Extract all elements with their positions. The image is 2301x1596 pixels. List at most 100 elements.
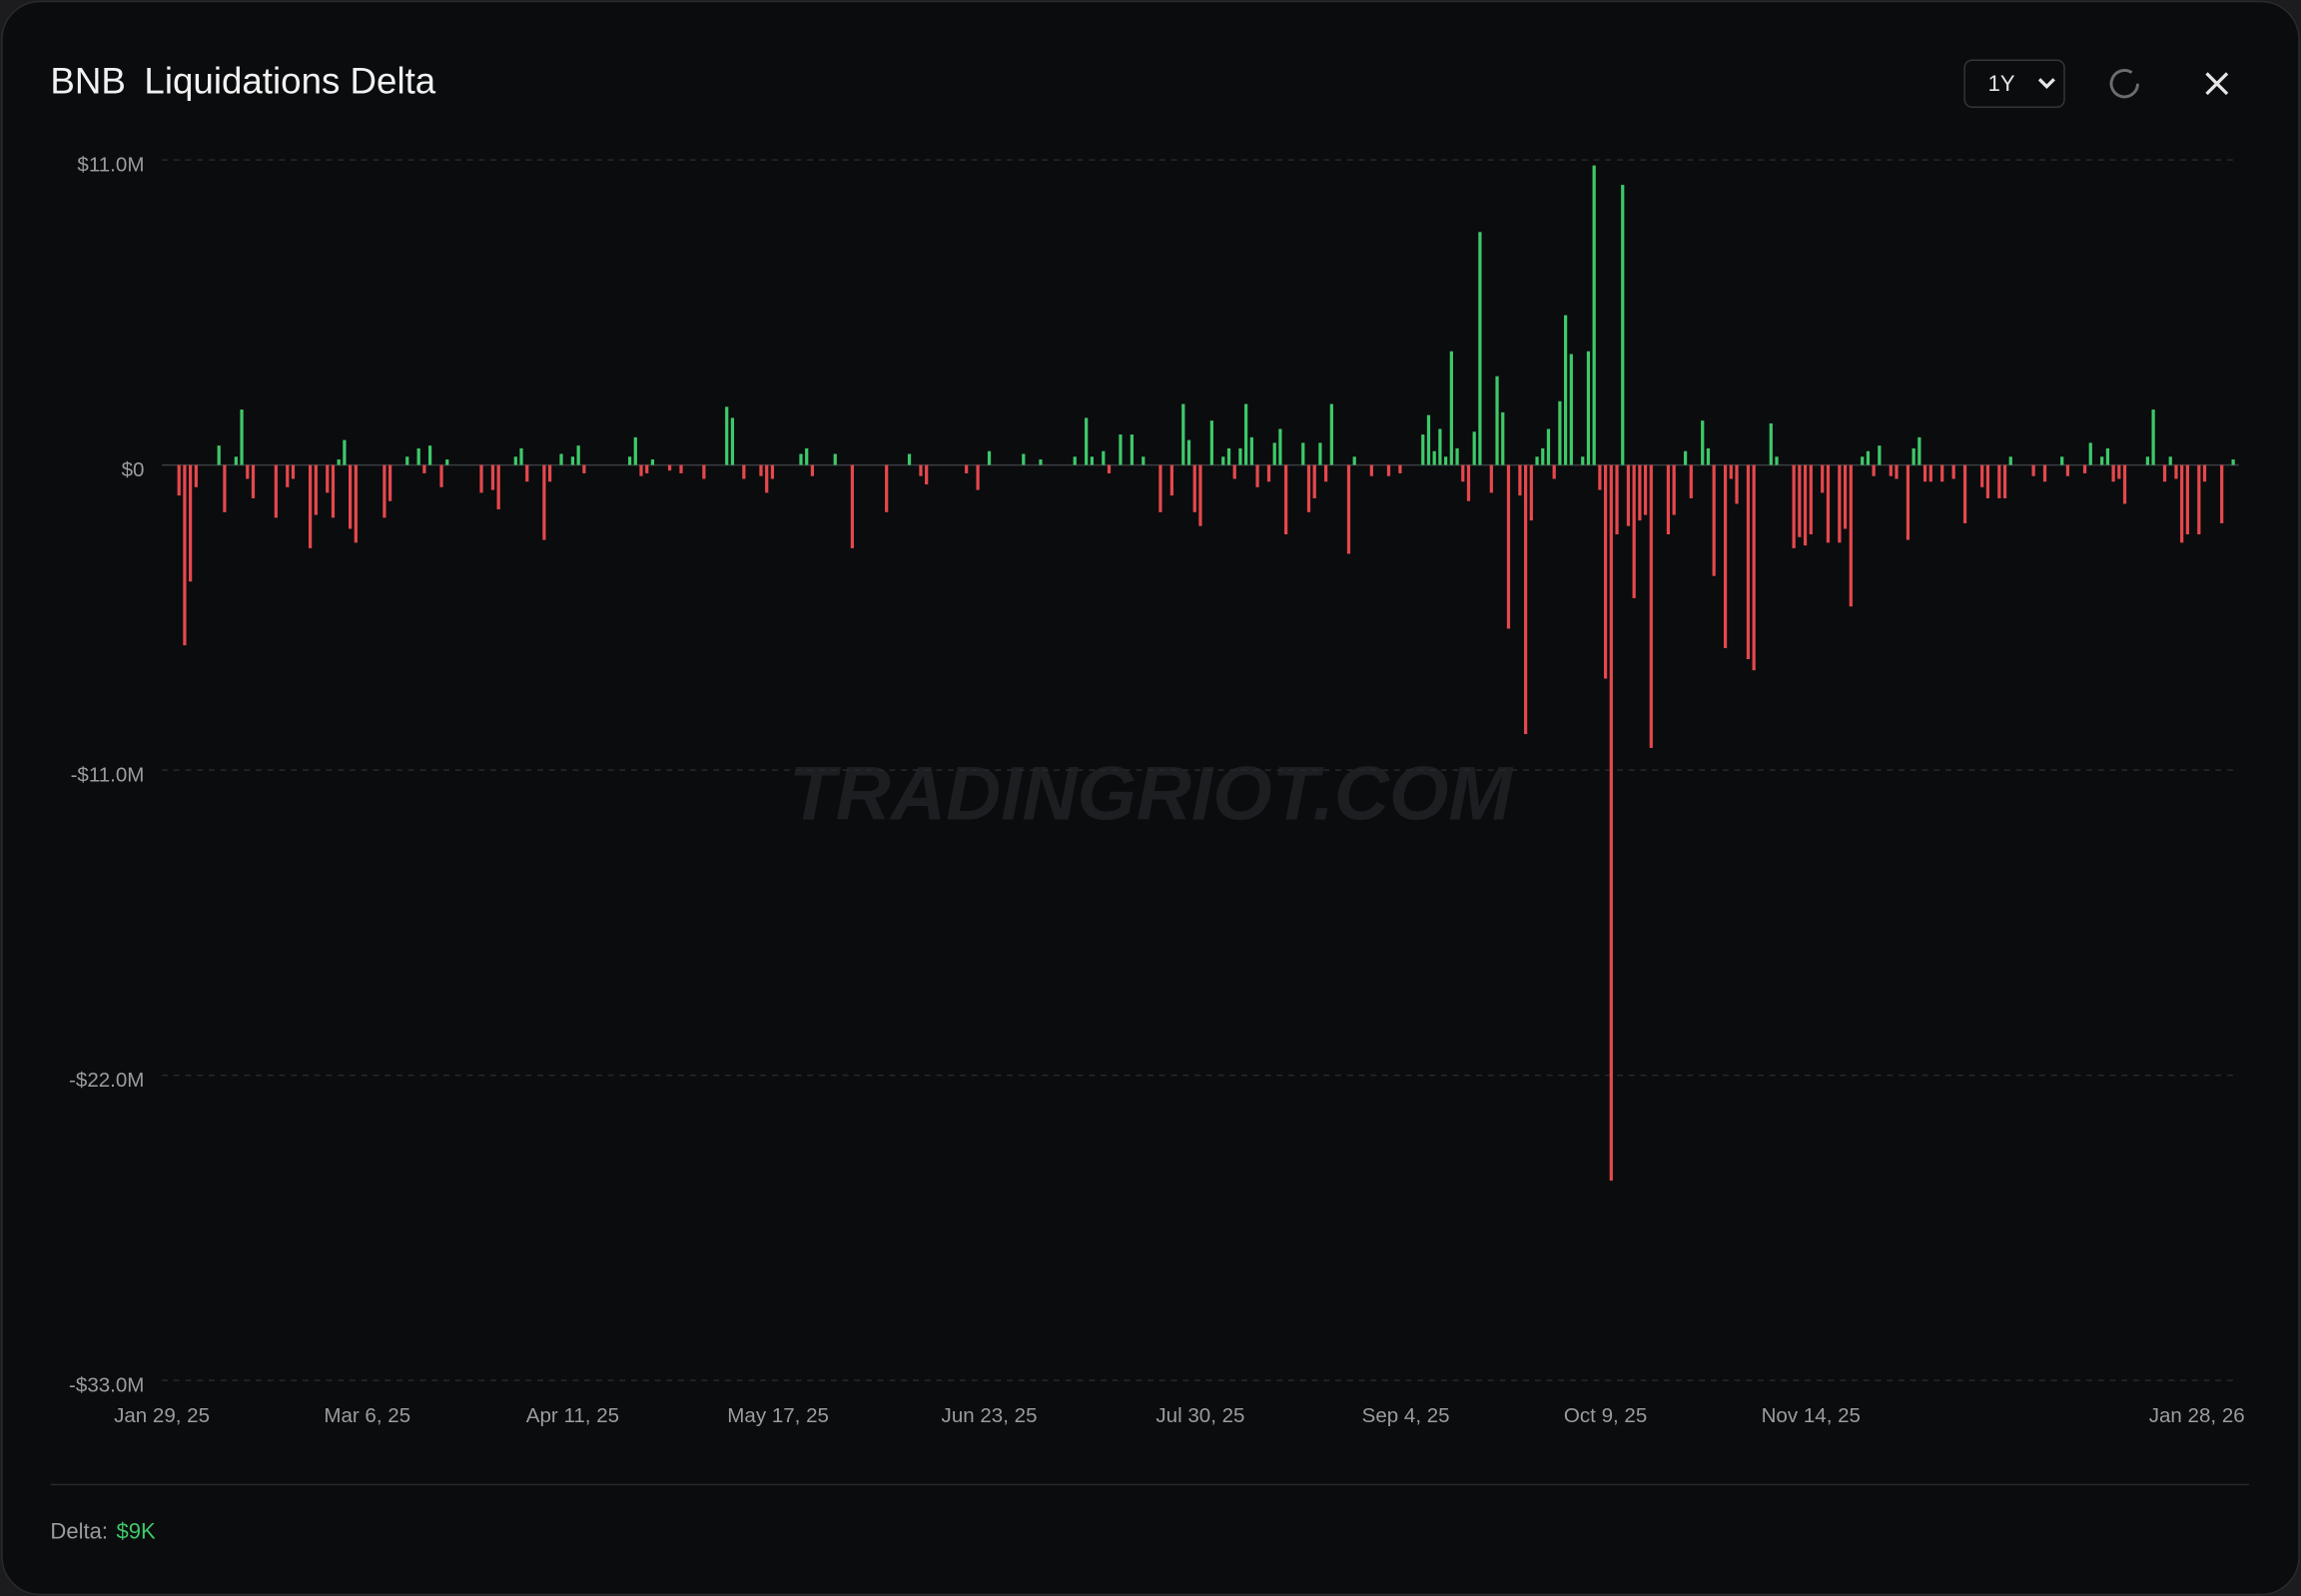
bar (639, 464, 643, 476)
bar (925, 464, 929, 485)
bar (2151, 409, 2155, 465)
bar (1226, 447, 1231, 465)
select-box[interactable] (1963, 59, 2065, 108)
bar (1626, 464, 1631, 526)
bar (559, 453, 563, 465)
bar (1386, 464, 1391, 476)
bar (348, 464, 353, 529)
close-icon[interactable] (2205, 72, 2229, 96)
range-select[interactable]: 1Y (1963, 59, 2065, 108)
bar (1951, 464, 1955, 479)
bar (416, 447, 420, 465)
bar (1232, 464, 1236, 479)
bar (1798, 464, 1802, 537)
bar (1906, 464, 1911, 540)
bar (2231, 459, 2235, 465)
bar (331, 464, 336, 518)
bar (987, 450, 992, 465)
bar (1672, 464, 1676, 515)
bar (513, 456, 517, 465)
bar (1255, 464, 1259, 487)
bar (1119, 434, 1123, 465)
bar (576, 445, 580, 465)
bar (1643, 464, 1648, 515)
bar (1723, 464, 1728, 648)
bar (1962, 464, 1967, 523)
plot: $11.0M $0 -$11.0M -$22.0M -$33.0M Jan 29, 25 M… (69, 153, 2245, 1427)
bar (1130, 434, 1134, 465)
bar (1523, 464, 1528, 734)
bar (650, 459, 655, 465)
bar (627, 456, 632, 465)
bar (1872, 464, 1876, 476)
bar (1997, 464, 2001, 498)
bar (343, 439, 347, 465)
bar (1809, 464, 1813, 535)
select-value[interactable]: 1Y (1988, 71, 2015, 96)
bar (194, 464, 198, 487)
bar (1455, 447, 1459, 465)
footer-label: Delta: (50, 1519, 108, 1544)
bar (2082, 464, 2087, 473)
bar (1449, 351, 1453, 465)
bar (1278, 428, 1282, 465)
bar (667, 464, 672, 471)
bar (1266, 464, 1271, 482)
bar (2042, 464, 2047, 482)
bar (1249, 436, 1253, 465)
bar (1461, 464, 1465, 482)
bar (2122, 464, 2127, 504)
bar (2111, 464, 2115, 482)
bar (1895, 464, 1899, 479)
bar (2145, 456, 2150, 465)
bar (1615, 464, 1619, 535)
chart-title: BNB (50, 60, 125, 101)
bar (810, 464, 815, 476)
x-tick-label: Jul 30, 25 (1155, 1404, 1244, 1427)
bar (1329, 403, 1333, 465)
bar (2202, 464, 2207, 482)
bar (1501, 411, 1505, 465)
bar (1843, 464, 1848, 529)
bar (1209, 420, 1213, 465)
chart-subtitle: Liquidations Delta (144, 60, 435, 101)
x-tick-label: Mar 6, 25 (324, 1404, 410, 1427)
bar (759, 464, 763, 476)
bar (1632, 464, 1636, 598)
refresh-icon[interactable] (2109, 69, 2139, 99)
bar (217, 445, 221, 465)
bar (1609, 464, 1613, 1182)
x-tick-label: Jan 28, 26 (2149, 1404, 2245, 1427)
bar (965, 464, 969, 473)
bar (1912, 447, 1916, 465)
bar (1301, 442, 1305, 465)
bar (291, 464, 296, 479)
bar (2220, 464, 2224, 523)
bar (1318, 442, 1322, 465)
bar (725, 406, 729, 465)
bar (354, 464, 358, 543)
bar (1826, 464, 1831, 543)
bar (1324, 464, 1328, 482)
bar (234, 456, 238, 465)
bar (542, 464, 546, 540)
bar (1432, 450, 1436, 465)
bar (2008, 456, 2012, 465)
bar (2174, 464, 2178, 479)
bar (1444, 456, 1448, 465)
bar (730, 417, 735, 465)
x-tick-label: Jun 23, 25 (942, 1404, 1038, 1427)
bar (1729, 464, 1733, 479)
bar (1581, 456, 1585, 465)
bar (1421, 434, 1425, 465)
bar (1985, 464, 1990, 498)
bar (1866, 450, 1871, 465)
bar (2162, 464, 2167, 482)
bar (1752, 464, 1756, 671)
bar (2180, 464, 2184, 543)
bar (1090, 456, 1094, 465)
bar (1102, 450, 1106, 465)
select-arrow[interactable] (2037, 78, 2055, 89)
bar (1398, 464, 1402, 473)
